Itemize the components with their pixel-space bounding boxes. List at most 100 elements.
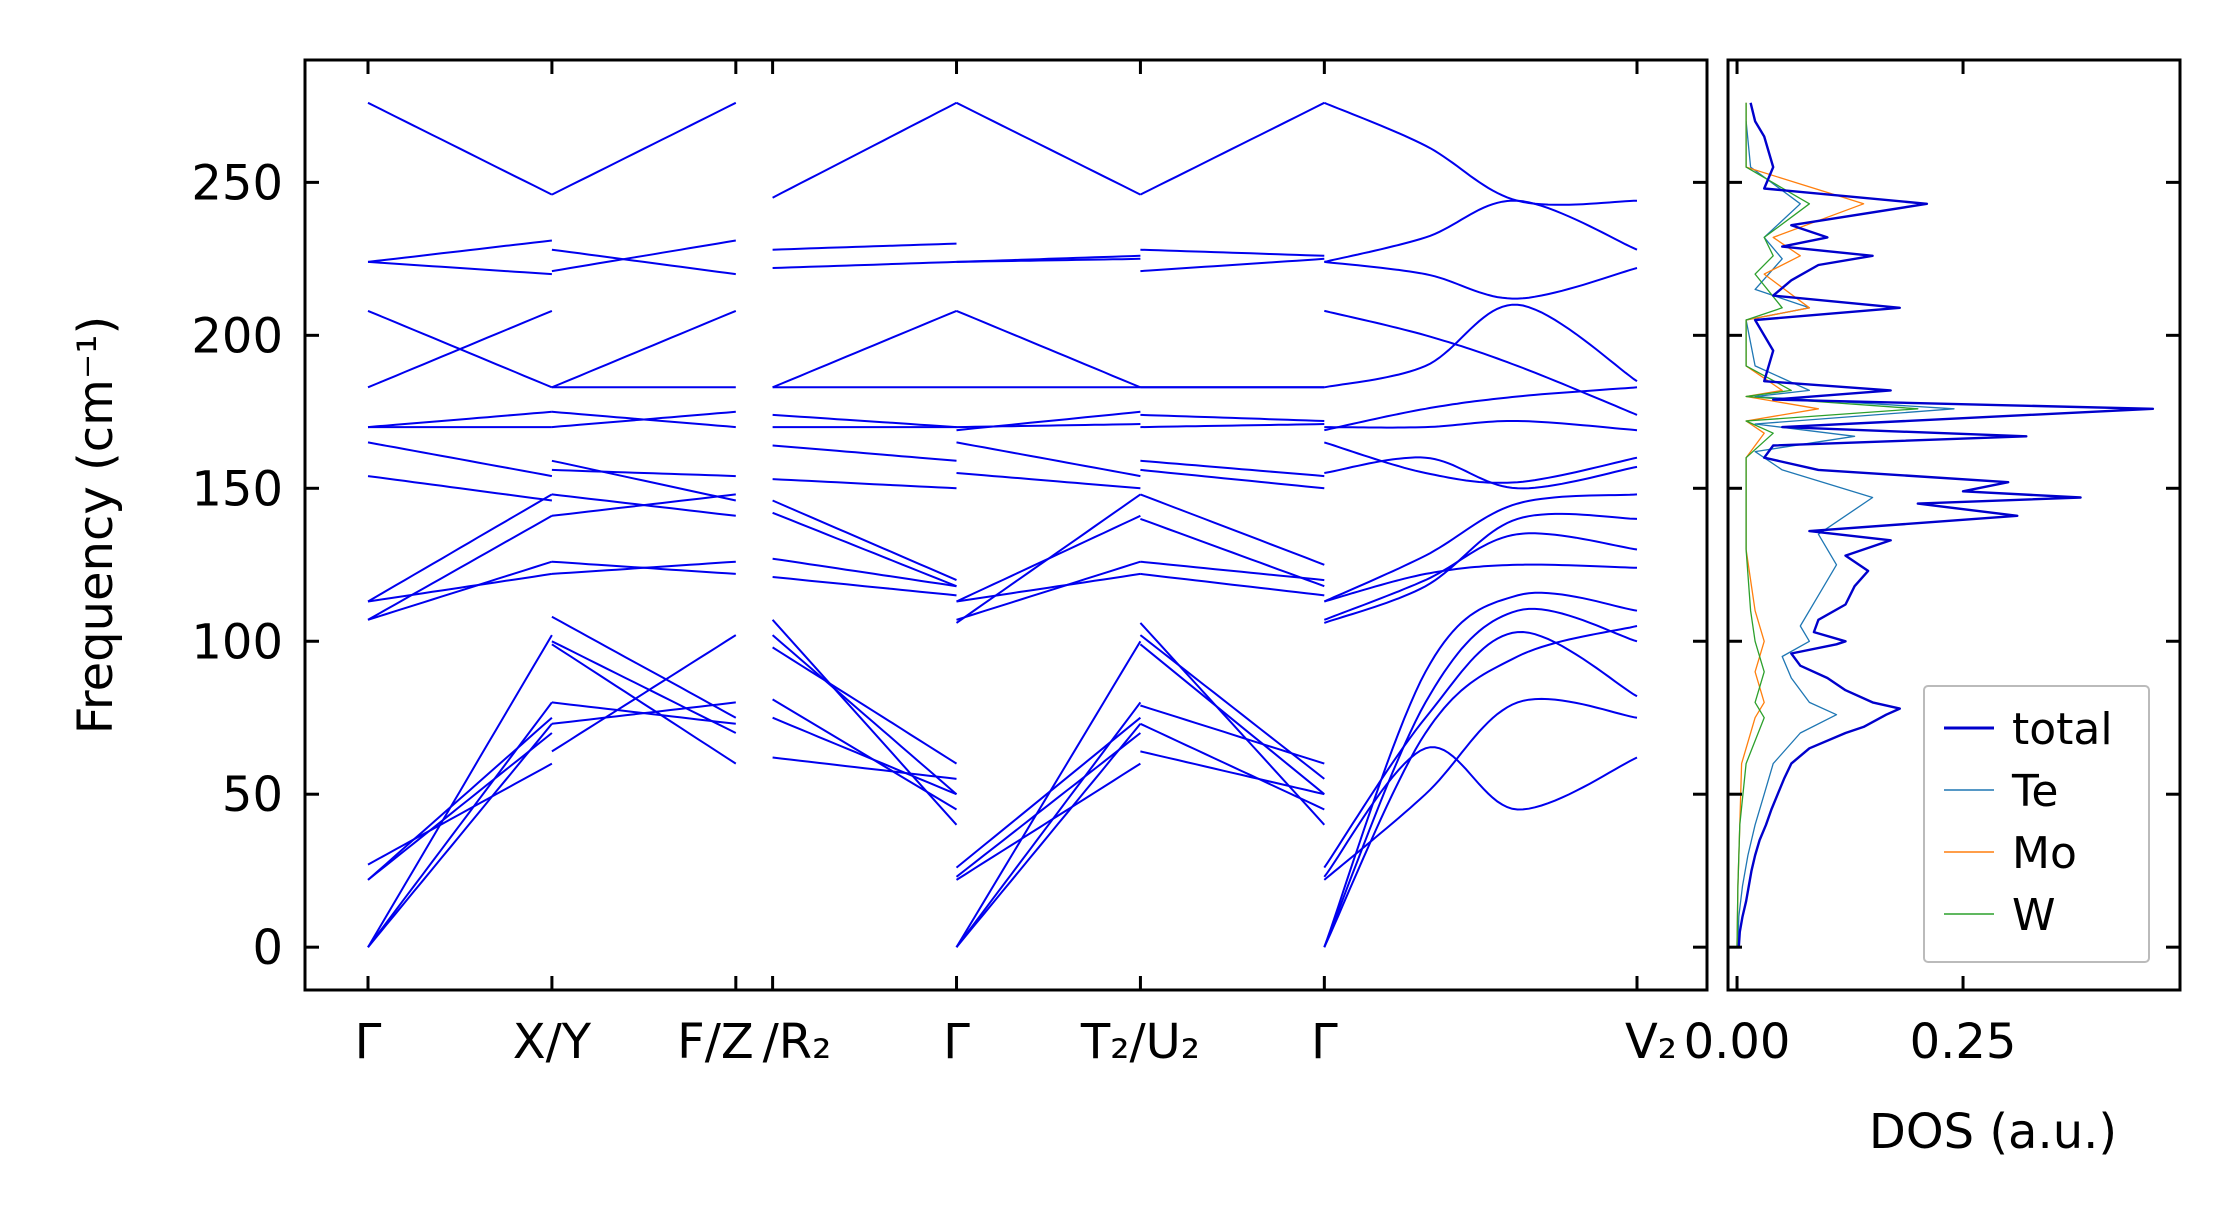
band-line: [772, 413, 957, 429]
band-plot-frame: [303, 58, 1709, 992]
band-line: [551, 634, 737, 753]
band-line: [772, 557, 957, 588]
band-line: [1324, 386, 1638, 432]
legend: total Te Mo W: [1923, 685, 2150, 963]
band-line: [367, 410, 552, 429]
band-line: [956, 472, 1141, 490]
band-line: [367, 572, 553, 603]
band-line: [1139, 634, 1325, 780]
band-line: [1323, 697, 1638, 881]
x-tick-label: Γ: [1311, 1014, 1338, 1070]
band-structure-panel: 0 50 100 150 200 250 Γ X/Y F/Z/R₂ Γ T₂/U₂ Γ V₂ Freq…: [68, 58, 1709, 1070]
band-line: [956, 572, 1141, 603]
band-line: [367, 239, 553, 263]
band-line: [367, 560, 553, 621]
band-line: [1324, 199, 1638, 263]
band-line: [772, 698, 958, 811]
band-line: [955, 723, 1142, 948]
band-line: [367, 762, 553, 866]
band-line: [956, 441, 1141, 478]
band-x-ticks: Γ X/Y F/Z/R₂ Γ T₂/U₂ Γ V₂: [355, 60, 1677, 1070]
legend-label-te: Te: [2011, 766, 2058, 817]
band-line: [956, 309, 1141, 389]
band-line: [551, 101, 737, 196]
band-line: [367, 475, 553, 502]
band-line: [1324, 456, 1638, 490]
y-tick-label: 250: [191, 155, 283, 211]
y-tick-label: 150: [191, 461, 283, 517]
y-tick-label: 50: [222, 767, 283, 823]
band-line: [772, 260, 957, 269]
band-line: [1140, 468, 1325, 490]
band-line: [551, 309, 737, 389]
band-line: [956, 410, 1141, 432]
band-line: [551, 248, 736, 276]
band-line: [1323, 746, 1638, 878]
dos-x-tick-label: 0.25: [1910, 1014, 2017, 1070]
band-line: [956, 560, 1141, 621]
band-line: [772, 101, 957, 199]
band-line: [1140, 248, 1325, 257]
band-line: [1324, 563, 1638, 603]
x-tick-label: Γ: [355, 1014, 382, 1070]
dos-series-total: [1737, 102, 2155, 948]
band-line: [551, 701, 736, 725]
band-line: [772, 242, 957, 251]
band-line: [551, 239, 736, 273]
band-line: [772, 716, 957, 796]
band-line: [1140, 572, 1325, 597]
band-line: [1324, 420, 1638, 432]
band-line: [1323, 625, 1638, 948]
legend-box: [1923, 685, 2150, 963]
band-line: [772, 478, 957, 490]
legend-label-total: total: [2012, 704, 2113, 755]
band-line: [1323, 101, 1638, 206]
band-line: [956, 101, 1141, 196]
band-line: [955, 640, 1142, 948]
band-line: [1140, 423, 1325, 429]
band-line: [551, 643, 737, 765]
band-line: [772, 576, 957, 597]
band-line: [955, 716, 1142, 869]
x-tick-label: X/Y: [513, 1014, 592, 1070]
band-line: [1324, 303, 1638, 389]
dos-x-tick-label: 0.00: [1684, 1014, 1791, 1070]
band-line: [367, 634, 553, 948]
dos-plot-frame: [1726, 58, 2182, 992]
band-line: [1323, 493, 1638, 603]
x-tick-label: /R₂: [763, 1014, 832, 1070]
band-line: [1140, 257, 1325, 273]
dos-panel: 0.00 0.25 DOS (a.u.) total Te Mo W: [1684, 58, 2182, 1160]
dos-series-te: [1737, 121, 1955, 948]
band-line: [956, 254, 1141, 263]
band-line: [1140, 517, 1325, 588]
band-line: [772, 756, 957, 780]
band-line: [367, 493, 553, 603]
x-axis-title-dos: DOS (a.u.): [1869, 1104, 2117, 1160]
band-line: [1140, 459, 1325, 478]
band-line: [955, 493, 1141, 624]
band-line: [1139, 643, 1325, 795]
band-line: [1140, 750, 1325, 796]
band-line: [551, 493, 736, 517]
dos-lines: [1736, 102, 2155, 948]
y-tick-label: 100: [191, 614, 283, 670]
y-axis-title: Frequency (cm⁻¹): [68, 316, 124, 734]
band-line: [367, 723, 553, 948]
band-line: [1323, 512, 1638, 624]
band-line: [367, 701, 553, 948]
y-tick-label: 200: [191, 308, 283, 364]
band-line: [1323, 532, 1638, 621]
band-line: [1323, 630, 1638, 869]
band-line: [772, 444, 957, 462]
dos-ticks: 0.00 0.25: [1684, 60, 2180, 1070]
band-line: [1323, 441, 1638, 484]
band-line: [551, 468, 736, 478]
band-line: [772, 511, 957, 588]
x-tick-label: V₂: [1625, 1014, 1677, 1070]
band-line: [1139, 622, 1326, 826]
band-line: [1324, 260, 1638, 300]
x-tick-label: F/Z: [677, 1014, 754, 1070]
dos-series-w: [1736, 102, 1919, 948]
